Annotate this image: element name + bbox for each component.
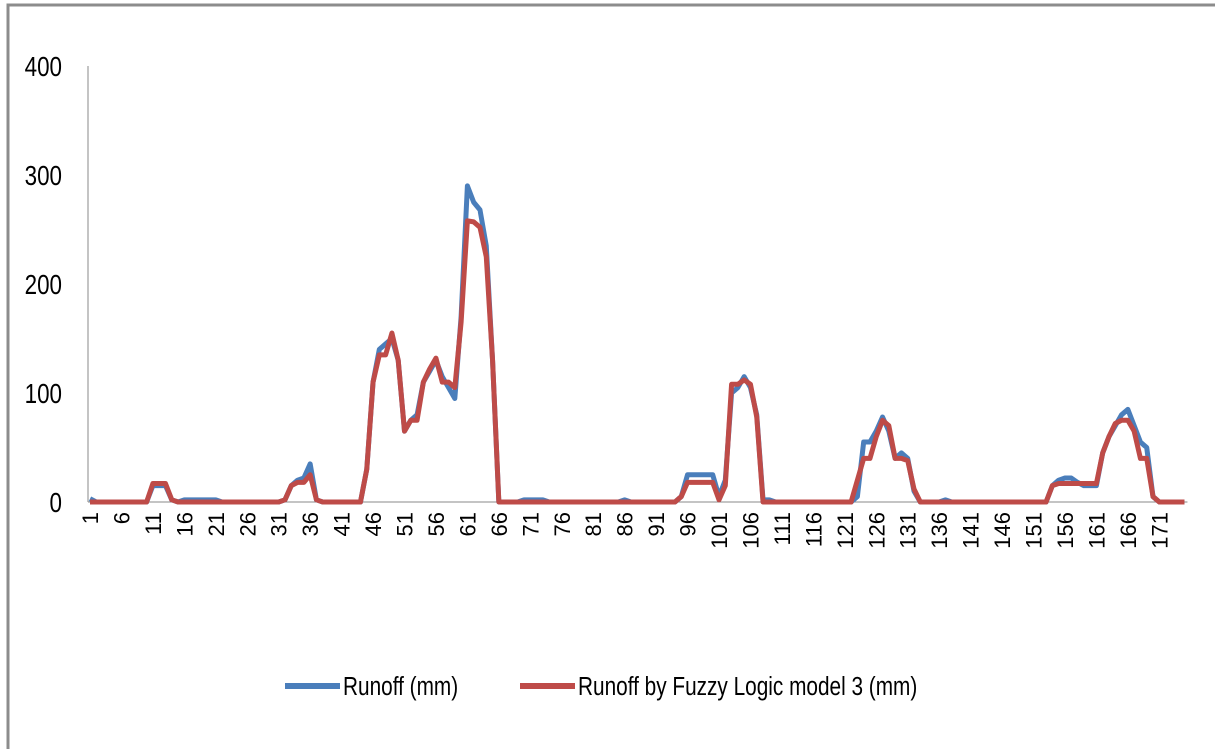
x-tick-label: 6: [109, 512, 134, 524]
x-tick-label: 111: [770, 512, 795, 545]
x-tick-label: 91: [644, 512, 669, 536]
x-tick-label: 96: [676, 512, 701, 536]
x-tick-label: 101: [707, 512, 732, 549]
x-tick-label: 46: [361, 512, 386, 536]
x-tick-label: 121: [833, 512, 858, 549]
x-tick-label: 106: [738, 512, 763, 549]
x-tick-label: 166: [1116, 512, 1141, 549]
y-tick-label: 400: [25, 52, 62, 83]
x-tick-label: 61: [455, 512, 480, 536]
x-tick-label: 21: [204, 512, 229, 536]
x-tick-label: 11: [141, 512, 166, 535]
y-tick-label: 100: [25, 379, 62, 410]
x-tick-label: 131: [896, 512, 921, 549]
x-tick-label: 126: [864, 512, 889, 549]
x-tick-label: 156: [1053, 512, 1078, 549]
x-tick-label: 141: [959, 512, 984, 549]
x-tick-label: 76: [550, 512, 575, 536]
x-tick-label: 116: [801, 512, 826, 547]
x-tick-label: 31: [267, 512, 292, 536]
x-tick-label: 71: [518, 512, 543, 536]
chart-border: [6, 3, 1215, 749]
legend-label: Runoff (mm): [343, 672, 458, 701]
x-tick-label: 171: [1147, 512, 1172, 549]
x-tick-label: 16: [172, 512, 197, 536]
x-tick-label: 161: [1084, 512, 1109, 549]
x-tick-label: 66: [487, 512, 512, 536]
x-tick-label: 81: [581, 512, 606, 536]
legend-label: Runoff by Fuzzy Logic model 3 (mm): [578, 672, 917, 701]
x-tick-label: 146: [990, 512, 1015, 549]
x-tick-label: 86: [613, 512, 638, 536]
x-tick-label: 1: [78, 512, 103, 524]
x-tick-label: 41: [330, 512, 355, 536]
x-tick-label: 51: [393, 512, 418, 536]
x-tick-label: 26: [235, 512, 260, 536]
x-tick-label: 151: [1022, 512, 1047, 549]
x-tick-label: 136: [927, 512, 952, 549]
x-tick-label: 36: [298, 512, 323, 536]
y-tick-label: 300: [25, 161, 62, 192]
series-line: [90, 218, 1185, 505]
x-tick-label: 56: [424, 512, 449, 536]
series-line: [88, 183, 1185, 505]
y-tick-label: 0: [50, 488, 62, 519]
y-tick-label: 200: [25, 270, 62, 301]
